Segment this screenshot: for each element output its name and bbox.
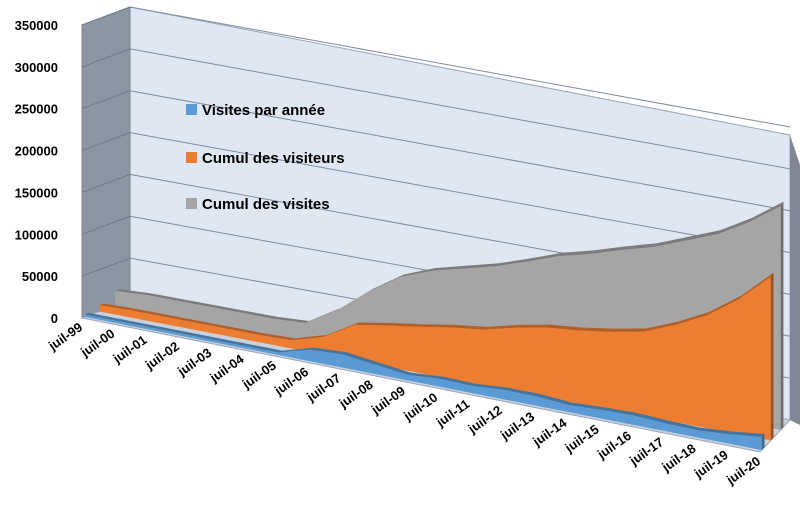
- gridline-side: [81, 6, 131, 26]
- legend-label-cumul-des-visites: Cumul des visites: [202, 196, 330, 213]
- right-wall-edge: [790, 135, 800, 425]
- y-tick-label: 100000: [15, 227, 58, 242]
- y-tick-label: 250000: [15, 102, 58, 117]
- gridline: [129, 6, 791, 128]
- series-end-visites-par-ann-e: [761, 433, 765, 451]
- y-tick-label: 50000: [22, 269, 58, 284]
- legend-label-visites-par-annee: Visites par année: [202, 102, 325, 119]
- series-top-cumul-des-visiteurs: [99, 272, 774, 341]
- gridline-side: [81, 215, 131, 235]
- gridline-side: [81, 257, 131, 277]
- series-visites-par-ann-e: [84, 312, 765, 451]
- side-wall: [81, 6, 131, 319]
- gridline-side: [81, 132, 131, 152]
- legend-swatch-cumul-des-visites: [186, 198, 197, 209]
- gridline: [129, 90, 791, 212]
- legend-swatch-cumul-des-visiteurs: [186, 152, 197, 163]
- series-layer: [84, 201, 784, 451]
- series-top-visites-par-ann-e: [84, 312, 765, 437]
- y-tick-label: 350000: [15, 18, 58, 33]
- legend: Visites par année Cumul des visiteurs Cu…: [186, 102, 345, 213]
- series-face-cumul-des-visiteurs: [99, 276, 771, 441]
- legend-swatch-visites-par-annee: [186, 104, 197, 115]
- series-end-cumul-des-visiteurs: [770, 272, 774, 441]
- y-tick-label: 0: [51, 311, 58, 326]
- gridline-side: [81, 173, 131, 193]
- y-tick-label: 300000: [15, 60, 58, 75]
- series-end-cumul-des-visites: [780, 201, 784, 430]
- series-cumul-des-visiteurs: [99, 272, 774, 441]
- series-face-visites-par-ann-e: [84, 314, 762, 451]
- y-tick-label: 150000: [15, 185, 58, 200]
- gridline: [129, 132, 791, 254]
- gridline-side: [81, 90, 131, 110]
- gridline-side: [81, 48, 131, 68]
- y-axis-ticks: 0 50000 100000 150000 200000 250000 300000 3500…: [15, 18, 58, 326]
- legend-label-cumul-des-visiteurs: Cumul des visiteurs: [202, 150, 345, 167]
- gridline: [129, 48, 791, 170]
- y-tick-label: 200000: [15, 144, 58, 159]
